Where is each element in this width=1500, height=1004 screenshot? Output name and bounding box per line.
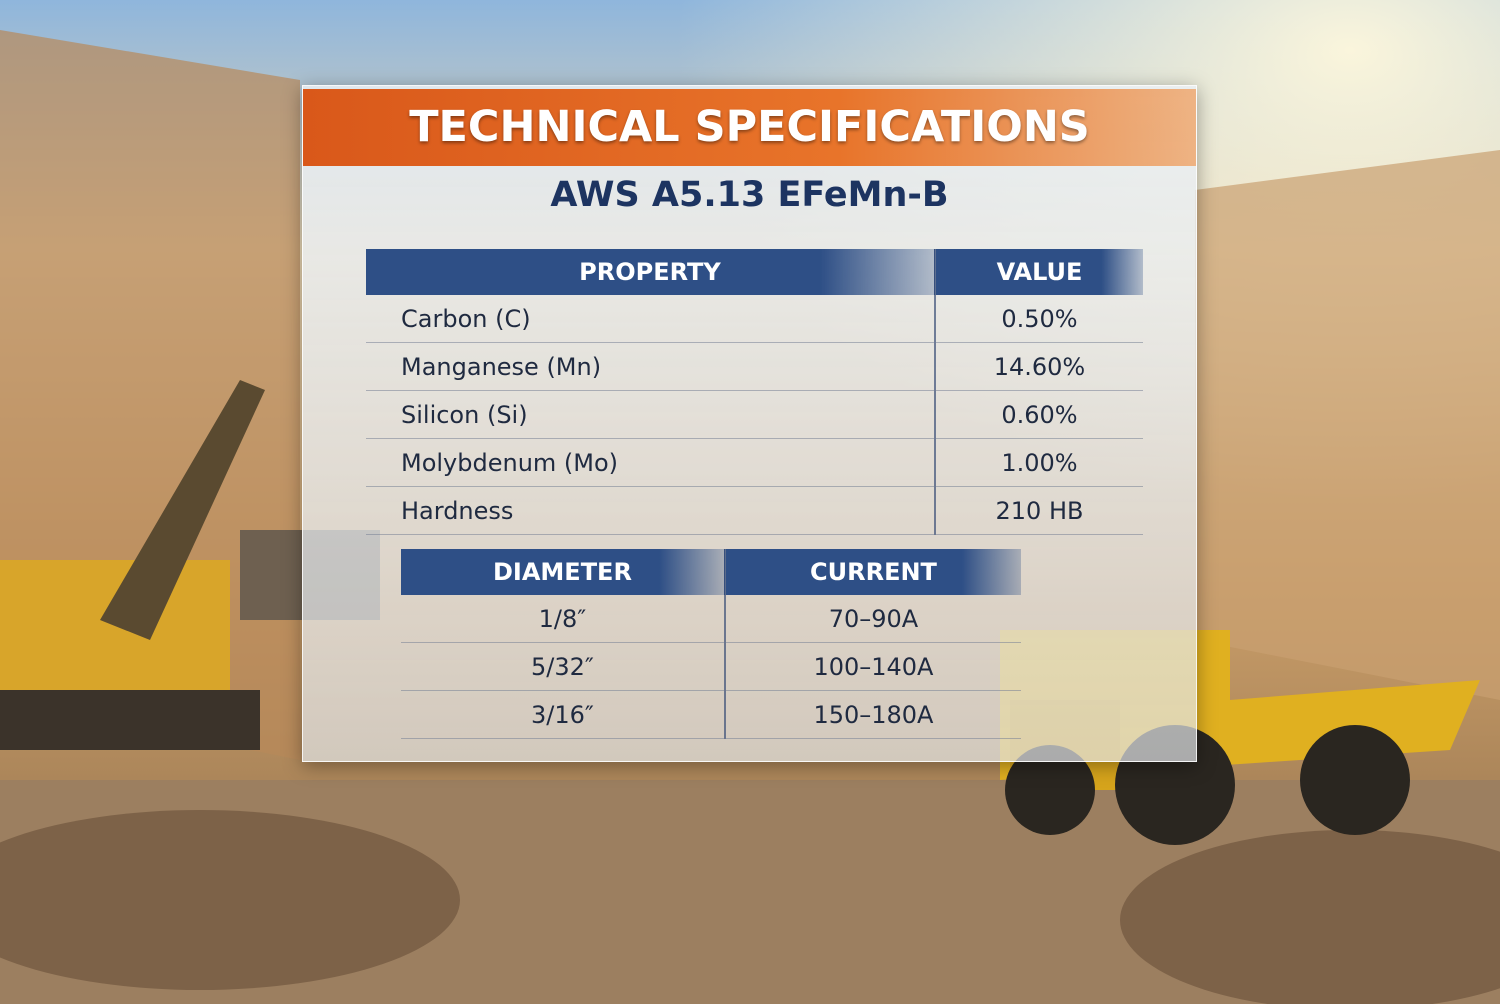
table-cell: 150–180A <box>723 690 1021 739</box>
table-cell: Manganese (Mn) <box>366 342 935 391</box>
header-row: DIAMETER CURRENT <box>401 549 1021 595</box>
table-row: 5/32″ 100–140A <box>401 642 1021 691</box>
table-cell: 1.00% <box>933 438 1143 487</box>
table-cell: 0.50% <box>933 295 1143 343</box>
table-row: Carbon (C) 0.50% <box>366 295 1143 343</box>
table-cell: Carbon (C) <box>366 295 935 343</box>
table-cell: 0.60% <box>933 390 1143 439</box>
table-row: 3/16″ 150–180A <box>401 690 1021 739</box>
column-header: VALUE <box>933 249 1143 295</box>
table-cell: 14.60% <box>933 342 1143 391</box>
table-row: Molybdenum (Mo) 1.00% <box>366 438 1143 487</box>
table-cell: 5/32″ <box>401 642 725 691</box>
composition-table: PROPERTY VALUE Carbon (C) 0.50% Manganese (M… <box>366 249 1143 535</box>
spec-panel: TECHNICAL SPECIFICATIONS AWS A5.13 EFeMn… <box>302 85 1197 762</box>
table-cell: 3/16″ <box>401 690 725 739</box>
table-cell: Molybdenum (Mo) <box>366 438 935 487</box>
table-row: Silicon (Si) 0.60% <box>366 390 1143 439</box>
column-header: PROPERTY <box>366 249 935 295</box>
table-cell: Silicon (Si) <box>366 390 935 439</box>
column-header: DIAMETER <box>401 549 725 595</box>
title: TECHNICAL SPECIFICATIONS <box>303 89 1196 166</box>
table-row: 1/8″ 70–90A <box>401 595 1021 643</box>
table-cell: 210 HB <box>933 486 1143 535</box>
current-table: DIAMETER CURRENT 1/8″ 70–90A 5/32″ 100–140A 3/… <box>401 549 1021 739</box>
table-cell: Hardness <box>366 486 935 535</box>
table-cell: 1/8″ <box>401 595 725 643</box>
subtitle: AWS A5.13 EFeMn-B <box>550 175 949 215</box>
column-header: CURRENT <box>723 549 1021 595</box>
table-row: Hardness 210 HB <box>366 486 1143 535</box>
table-cell: 100–140A <box>723 642 1021 691</box>
table-row: Manganese (Mn) 14.60% <box>366 342 1143 391</box>
header-row: PROPERTY VALUE <box>366 249 1143 295</box>
table-cell: 70–90A <box>723 595 1021 643</box>
